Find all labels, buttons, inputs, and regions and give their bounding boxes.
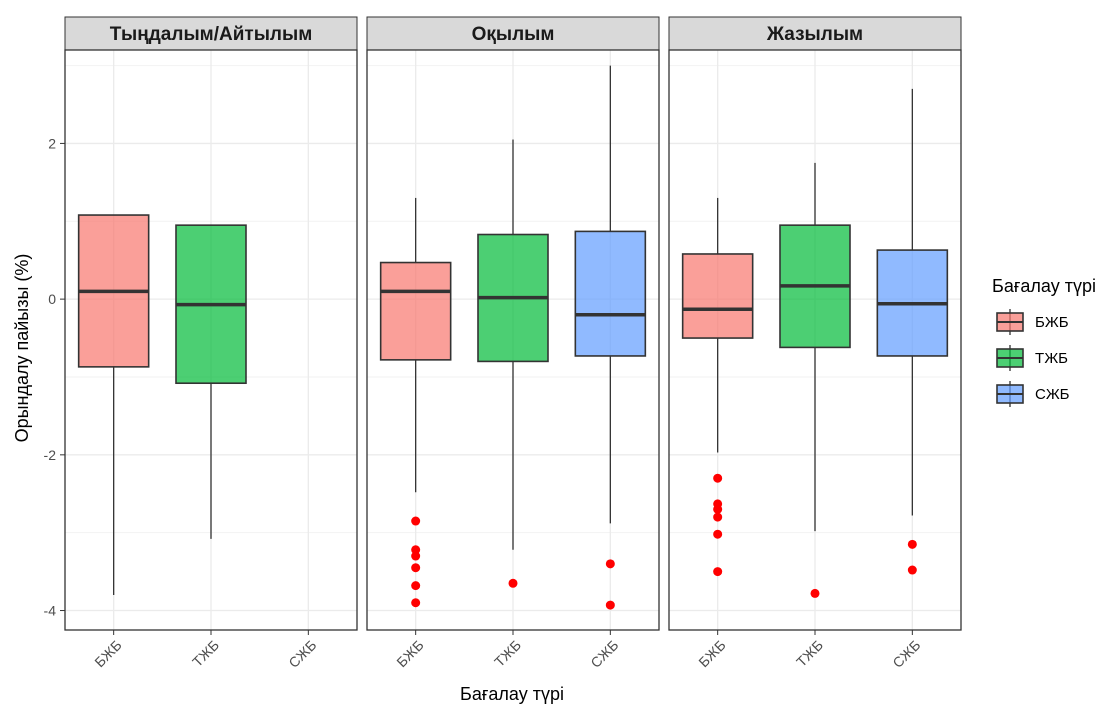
boxplot-2: [876, 88, 949, 575]
x-tick-label: БЖБ: [91, 637, 124, 670]
outlier-point: [411, 563, 421, 573]
legend-label: СЖБ: [1035, 386, 1070, 403]
legend-label: ТЖБ: [1035, 350, 1068, 367]
x-tick-label: ТЖБ: [491, 637, 524, 670]
y-tick-label: 2: [48, 135, 56, 151]
boxplot-1: [175, 224, 247, 539]
facet-strip: [668, 16, 962, 51]
facet-strip-title: Оқылым: [472, 24, 555, 45]
outlier-point: [713, 504, 723, 514]
outlier-point: [907, 565, 917, 575]
outlier-point: [713, 529, 723, 539]
outlier-point: [411, 516, 421, 526]
y-tick-label: 0: [48, 291, 56, 307]
facet-panel-3: Жазылым БЖБ ТЖБ СЖБ: [668, 16, 962, 671]
legend: БЖБ ТЖБ СЖБ: [996, 309, 1070, 407]
x-tick-label: СЖБ: [587, 637, 621, 671]
legend-label: БЖБ: [1035, 314, 1069, 331]
y-tick-label: -2: [44, 447, 57, 463]
outlier-point: [411, 545, 421, 555]
boxplot-0: [77, 214, 150, 595]
boxplot-1: [477, 139, 549, 588]
legend-key: [996, 309, 1024, 335]
box: [574, 230, 647, 357]
outlier-point: [411, 598, 421, 608]
facet-strip-title: Жазылым: [766, 24, 863, 45]
x-tick-label: СЖБ: [285, 637, 319, 671]
x-tick-label: БЖБ: [695, 637, 728, 670]
outlier-point: [713, 512, 723, 522]
facet-panel-1: Тыңдалым/Айтылым БЖБ ТЖБ СЖБ: [64, 16, 358, 671]
boxplot-1: [779, 162, 851, 598]
outlier-point: [907, 539, 917, 549]
outlier-point: [605, 559, 615, 569]
x-tick-label: ТЖБ: [793, 637, 826, 670]
y-tick-label: -4: [44, 603, 57, 619]
outlier-point: [411, 551, 421, 561]
legend-title: Бағалау түрі: [992, 276, 1096, 296]
facet-panel-2: Оқылым БЖБ ТЖБ СЖБ: [366, 16, 660, 671]
legend-key: [996, 345, 1024, 371]
x-tick-label: ТЖБ: [189, 637, 222, 670]
outlier-point: [713, 473, 723, 483]
x-axis-title: Бағалау түрі: [460, 684, 564, 704]
boxplot-0: [681, 197, 754, 577]
facet-strip-title: Тыңдалым/Айтылым: [110, 24, 313, 45]
facet-strip: [366, 16, 660, 51]
outlier-point: [508, 578, 518, 588]
box: [681, 253, 754, 339]
boxplot-0: [379, 197, 452, 608]
box: [379, 261, 452, 361]
x-tick-label: БЖБ: [393, 637, 426, 670]
x-tick-label: СЖБ: [889, 637, 923, 671]
outlier-point: [605, 600, 615, 610]
legend-key: [996, 381, 1024, 407]
outlier-point: [810, 588, 820, 598]
outlier-point: [411, 581, 421, 591]
y-axis-title: Орындалу пайызы (%): [12, 254, 32, 443]
facet-strip: [64, 16, 358, 51]
boxplot-2: [574, 65, 647, 610]
outlier-point: [713, 567, 723, 577]
